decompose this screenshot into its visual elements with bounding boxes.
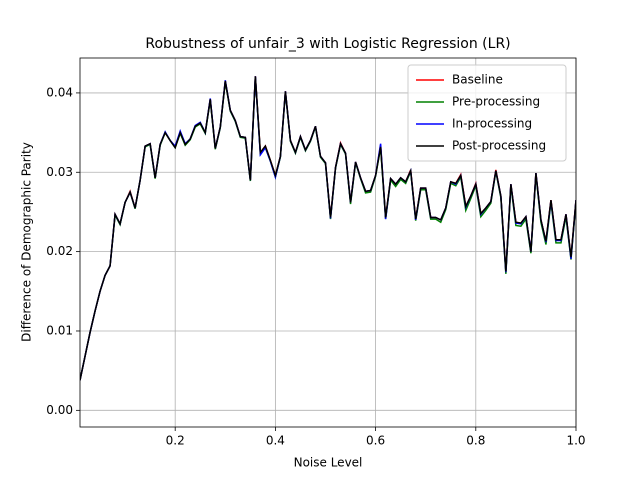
- legend-label: Baseline: [452, 73, 503, 87]
- x-tick-label: 1.0: [566, 434, 585, 448]
- y-tick-label: 0.03: [46, 165, 73, 179]
- legend-label: Pre-processing: [452, 95, 540, 109]
- y-axis-label: Difference of Demographic Parity: [20, 142, 34, 342]
- legend-label: In-processing: [452, 117, 532, 131]
- y-tick-label: 0.04: [46, 85, 73, 99]
- y-tick-label: 0.02: [46, 244, 73, 258]
- legend-label: Post-processing: [452, 139, 546, 153]
- y-tick-label: 0.00: [46, 403, 73, 417]
- x-tick-label: 0.6: [366, 434, 385, 448]
- x-tick-label: 0.4: [266, 434, 285, 448]
- plot-frame: [79, 57, 577, 428]
- x-tick-label: 0.8: [466, 434, 485, 448]
- series-line: [80, 76, 576, 381]
- x-tick-label: 0.2: [166, 434, 185, 448]
- x-axis-label: Noise Level: [294, 456, 363, 470]
- chart-title: Robustness of unfair_3 with Logistic Reg…: [145, 36, 510, 52]
- y-tick-label: 0.01: [46, 323, 73, 337]
- legend-box: [407, 64, 567, 162]
